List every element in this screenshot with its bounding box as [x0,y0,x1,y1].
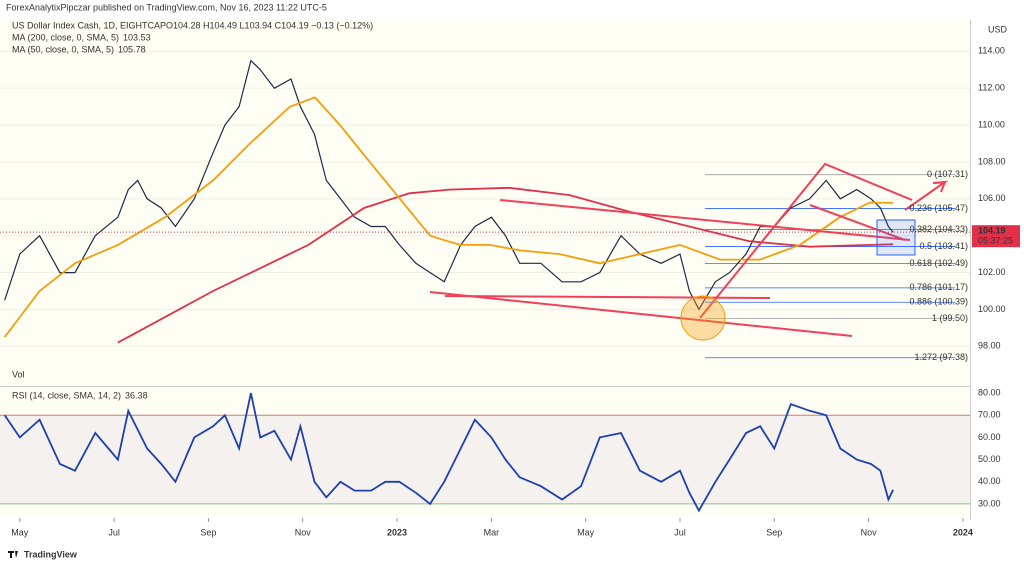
y-tick-label: 108.00 [978,156,1006,166]
x-tick-label: Nov [861,527,878,537]
trendline [429,291,853,337]
quote: O104.28 H104.49 L103.94 C104.19 −0.13 (−… [166,20,373,30]
fib-label: 0.382 (104.33) [909,224,968,234]
marks [0,50,970,513]
highlight-box [876,219,916,256]
y-tick-label: 106.00 [978,193,1006,203]
y-tick-label: 112.00 [978,83,1005,93]
y-tick-label: 98.00 [978,341,1001,351]
fib-label: 0.786 (101.17) [909,282,968,292]
x-tick-label: 2023 [387,527,407,537]
series-line [3,96,894,338]
countdown: 05:37:25 [978,236,1013,246]
x-tick-label: Sep [766,527,782,537]
fib-label: 1.272 (97.38) [914,352,968,362]
rsi-tick-label: 60.00 [978,432,1001,442]
series-line [3,392,894,513]
last-price-box [972,225,1020,248]
rsi-band [0,415,970,504]
arrow-head [934,181,946,184]
x-tick-label: 2024 [953,527,973,537]
publisher: ForexAnalytixPipczar published on Tradin… [6,2,327,12]
fib-label: 0.5 (103.41) [919,241,968,251]
fib-label: 0.236 (105.47) [909,203,968,213]
logo [8,551,18,558]
rsi-tick-label: 80.00 [978,387,1001,397]
trendline [499,199,911,241]
rsi-tick-label: 30.00 [978,498,1001,508]
price-pane [0,20,970,385]
legend-value: 103.53 [123,32,151,42]
x-tick-label: Nov [295,527,312,537]
rsi-tick-label: 70.00 [978,410,1001,420]
legend-label: RSI (14, close, SMA, 14, 2) [12,390,121,400]
symbol: US Dollar Index Cash, 1D, EIGHTCAP [12,20,166,30]
trendline [809,204,906,241]
drawings [429,162,949,337]
channel-line [699,162,913,319]
currency: USD [988,24,1008,34]
y-tick-label: 114.00 [978,46,1005,56]
fib-label: 0.886 (100.39) [909,297,968,307]
fib-label: 0 (107.31) [927,169,968,179]
x-tick-label: Sep [200,527,216,537]
legend-value: 105.78 [118,44,146,54]
volume-label: Vol [12,369,25,379]
legend-label: MA (50, close, 0, SMA, 5) [12,44,114,54]
footer-brand: TradingView [24,549,78,559]
legend-label: MA (200, close, 0, SMA, 5) [12,32,119,42]
x-tick-label: Jul [674,527,686,537]
last-price: 104.19 [978,226,1006,236]
x-tick-label: May [577,527,595,537]
rsi-tick-label: 40.00 [978,476,1001,486]
x-tick-label: Jul [108,527,120,537]
y-tick-label: 100.00 [978,304,1006,314]
series-line [117,186,894,344]
x-tick-label: May [11,527,29,537]
arrow-head [940,181,946,193]
y-tick-label: 110.00 [978,119,1005,129]
rsi-tick-label: 50.00 [978,454,1001,464]
legend-value: 36.38 [125,390,148,400]
fib-label: 0.618 (102.49) [909,258,968,268]
y-tick-label: 102.00 [978,267,1006,277]
fib-label: 1 (99.50) [932,313,968,323]
highlight-circle [680,295,726,341]
rsi-pane [0,388,970,515]
x-tick-label: Mar [484,527,500,537]
